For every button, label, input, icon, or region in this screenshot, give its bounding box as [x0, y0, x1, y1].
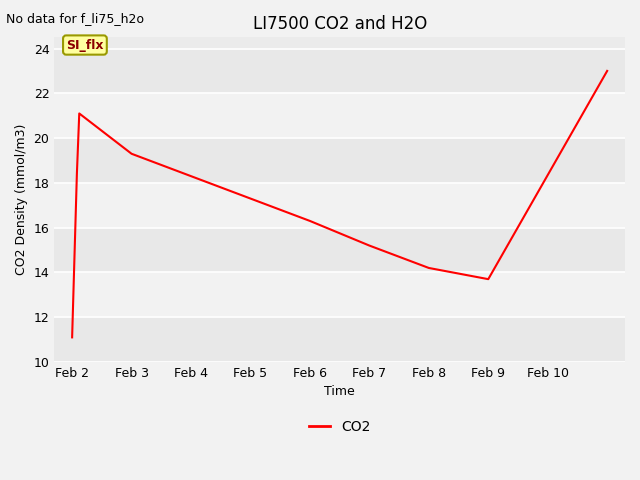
Bar — [54, 228, 625, 273]
Bar — [54, 93, 625, 138]
Legend: CO2: CO2 — [303, 414, 376, 440]
Text: No data for f_li75_h2o: No data for f_li75_h2o — [6, 12, 145, 25]
Bar — [54, 138, 625, 183]
Y-axis label: CO2 Density (mmol/m3): CO2 Density (mmol/m3) — [15, 124, 28, 276]
Bar — [54, 273, 625, 317]
Bar — [54, 317, 625, 362]
Bar — [54, 183, 625, 228]
Title: LI7500 CO2 and H2O: LI7500 CO2 and H2O — [253, 15, 427, 33]
X-axis label: Time: Time — [324, 385, 355, 398]
Bar — [54, 48, 625, 93]
Text: SI_flx: SI_flx — [66, 38, 104, 51]
